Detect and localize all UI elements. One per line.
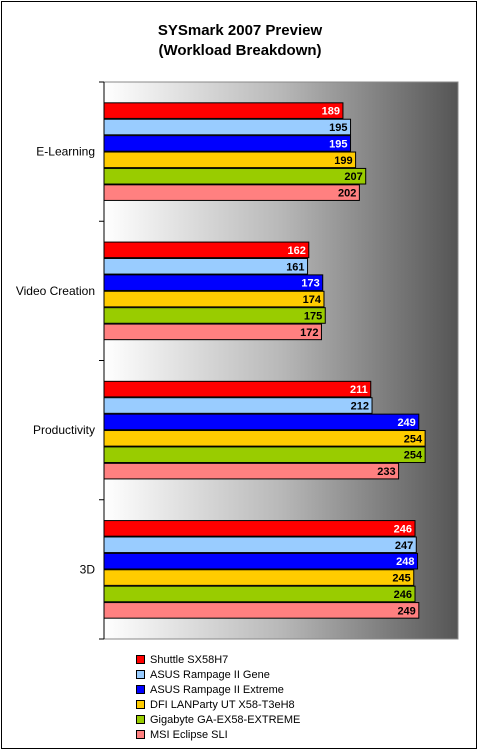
data-label: 172 bbox=[300, 327, 318, 339]
chart-subtitle: (Workload Breakdown) bbox=[158, 42, 322, 59]
data-label: 161 bbox=[286, 261, 304, 273]
category-label: Video Creation bbox=[16, 284, 95, 298]
chart-title: SYSmark 2007 Preview bbox=[157, 22, 323, 39]
bar bbox=[103, 102, 344, 119]
data-label: 249 bbox=[397, 605, 415, 617]
data-label: 202 bbox=[338, 188, 356, 200]
legend-swatch bbox=[136, 670, 145, 679]
bar bbox=[103, 151, 357, 169]
data-label: 245 bbox=[392, 573, 410, 585]
legend-swatch bbox=[136, 700, 145, 709]
data-label: 246 bbox=[394, 523, 412, 535]
data-label: 189 bbox=[322, 106, 340, 118]
legend-item: Shuttle SX58H7 bbox=[136, 652, 300, 667]
bar bbox=[103, 307, 326, 324]
bar bbox=[103, 602, 420, 619]
data-label: 207 bbox=[344, 171, 362, 183]
legend-swatch bbox=[136, 715, 145, 724]
legend-item: DFI LANParty UT X58-T3eH8 bbox=[136, 697, 300, 712]
data-label: 199 bbox=[334, 155, 352, 167]
data-label: 254 bbox=[404, 433, 423, 445]
category-label: E-Learning bbox=[36, 145, 95, 159]
legend-swatch bbox=[136, 685, 145, 694]
legend-label: Shuttle SX58H7 bbox=[150, 653, 229, 666]
bar bbox=[103, 446, 426, 464]
bar bbox=[103, 380, 372, 398]
legend-label: ASUS Rampage II Extreme bbox=[150, 683, 284, 696]
category-label: Productivity bbox=[33, 423, 95, 437]
legend-item: ASUS Rampage II Gene bbox=[136, 667, 300, 682]
data-label: 254 bbox=[404, 450, 423, 462]
data-label: 173 bbox=[301, 278, 319, 290]
data-label: 248 bbox=[396, 556, 414, 568]
data-label: 195 bbox=[329, 138, 347, 150]
bar bbox=[103, 290, 325, 308]
data-label: 162 bbox=[287, 245, 305, 257]
bar bbox=[103, 397, 373, 414]
bar bbox=[103, 585, 416, 603]
legend-swatch bbox=[136, 655, 145, 664]
bar bbox=[103, 184, 360, 201]
data-label: 233 bbox=[377, 466, 395, 478]
bar bbox=[103, 430, 426, 447]
bar bbox=[103, 167, 367, 185]
bar bbox=[103, 118, 352, 136]
data-label: 211 bbox=[350, 384, 368, 396]
data-label: 249 bbox=[397, 417, 415, 429]
data-label: 175 bbox=[304, 310, 322, 322]
data-label: 212 bbox=[351, 401, 369, 413]
legend: Shuttle SX58H7 ASUS Rampage II Gene ASUS R… bbox=[136, 652, 300, 742]
data-label: 174 bbox=[303, 294, 322, 306]
category-label: 3D bbox=[80, 562, 96, 576]
legend-item: Gigabyte GA-EX58-EXTREME bbox=[136, 712, 300, 727]
bar bbox=[103, 257, 309, 275]
bar bbox=[103, 323, 322, 341]
bar bbox=[103, 520, 416, 537]
legend-label: DFI LANParty UT X58-T3eH8 bbox=[150, 698, 295, 711]
bar bbox=[103, 462, 400, 480]
bar bbox=[103, 241, 310, 259]
legend-label: Gigabyte GA-EX58-EXTREME bbox=[150, 713, 301, 726]
bar bbox=[103, 569, 415, 586]
data-label: 195 bbox=[329, 122, 347, 134]
legend-label: ASUS Rampage II Gene bbox=[150, 668, 270, 681]
legend-item: MSI Eclipse SLI bbox=[136, 727, 300, 742]
bar bbox=[103, 552, 419, 570]
data-label: 246 bbox=[394, 589, 412, 601]
bar bbox=[103, 536, 417, 554]
legend-swatch bbox=[136, 730, 145, 739]
legend-item: ASUS Rampage II Extreme bbox=[136, 682, 300, 697]
data-label: 247 bbox=[395, 540, 413, 552]
bar bbox=[103, 135, 352, 152]
legend-label: MSI Eclipse SLI bbox=[150, 728, 228, 741]
bar bbox=[103, 274, 324, 291]
bar bbox=[103, 413, 420, 431]
